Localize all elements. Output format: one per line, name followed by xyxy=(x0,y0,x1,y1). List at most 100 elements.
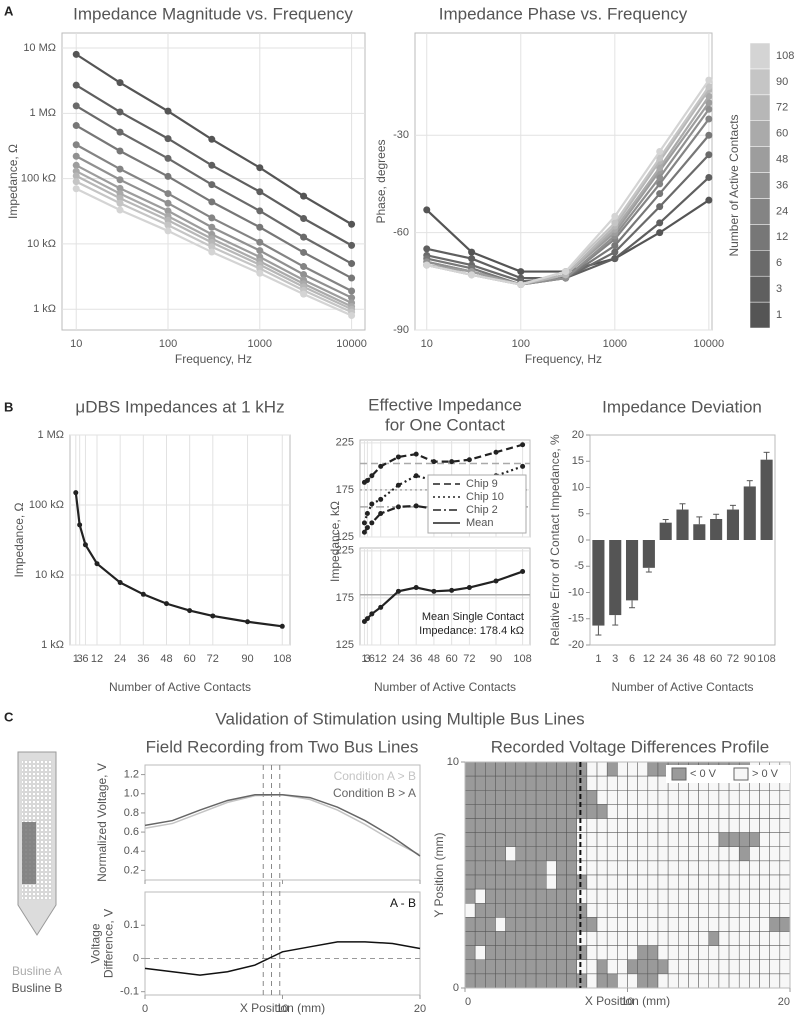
heatmap-cell xyxy=(627,804,638,819)
chart-title: Recorded Voltage Differences Profile xyxy=(491,737,769,756)
heatmap-cell xyxy=(606,860,618,876)
heatmap-cell xyxy=(627,860,638,876)
heatmap-cell xyxy=(556,931,567,946)
data-point xyxy=(423,261,431,269)
heatmap-cell xyxy=(505,917,517,932)
heatmap-cell xyxy=(606,903,618,918)
bar xyxy=(609,540,622,616)
heatmap-cell xyxy=(769,860,781,876)
heatmap-cell xyxy=(667,917,679,932)
data-point xyxy=(413,451,419,457)
data-point xyxy=(656,173,664,181)
heatmap-cell xyxy=(566,846,577,862)
heatmap-cell xyxy=(606,775,618,791)
y-axis-label: Voltage xyxy=(89,923,103,963)
heatmap-cell xyxy=(474,917,486,932)
data-point xyxy=(378,510,384,516)
x-tick-label: 60 xyxy=(184,653,196,665)
heatmap-cell xyxy=(708,860,720,876)
x-tick-label: 1 xyxy=(361,653,367,665)
heatmap-cell xyxy=(698,818,709,833)
heatmap-cell xyxy=(708,846,720,862)
legend-label: > 0 V xyxy=(752,768,779,780)
x-tick-label: 1000 xyxy=(248,338,272,350)
heatmap-cell xyxy=(495,903,506,918)
busline-label: Busline B xyxy=(12,981,63,995)
data-point xyxy=(163,601,169,607)
data-point xyxy=(116,165,124,173)
heatmap-cell xyxy=(617,959,628,975)
heatmap-cell xyxy=(647,846,659,862)
bar xyxy=(760,459,773,540)
heatmap-cell xyxy=(627,818,638,833)
x-tick-label: 108 xyxy=(273,653,291,665)
heatmap-cell xyxy=(688,804,699,819)
heatmap-cell xyxy=(596,761,608,777)
heatmap-cell xyxy=(779,846,791,862)
heatmap-cell xyxy=(525,804,537,819)
heatmap-cell xyxy=(698,959,709,975)
heatmap-cell xyxy=(749,874,760,890)
y-tick-label: 10 kΩ xyxy=(27,238,56,250)
data-point xyxy=(705,92,713,100)
heatmap-cell xyxy=(566,973,577,989)
heatmap-cell xyxy=(485,973,496,989)
heatmap-cell xyxy=(525,860,537,876)
chart-title: Impedance Phase vs. Frequency xyxy=(439,4,688,23)
heatmap-cell xyxy=(596,888,608,904)
bar xyxy=(710,519,723,540)
y-tick-label: 100 kΩ xyxy=(29,499,64,511)
heatmap-cell xyxy=(667,818,679,833)
heatmap-cell xyxy=(779,804,791,819)
data-point xyxy=(210,613,216,619)
data-point xyxy=(611,219,619,227)
heatmap-cell xyxy=(617,931,628,946)
data-point xyxy=(520,442,526,448)
heatmap-cell xyxy=(769,973,781,989)
heatmap-cell xyxy=(525,818,537,833)
x-axis-label: Number of Active Contacts xyxy=(374,680,516,694)
heatmap-cell xyxy=(759,804,770,819)
x-axis-label: Frequency, Hz xyxy=(175,352,252,366)
x-tick-label: 108 xyxy=(513,653,531,665)
data-point xyxy=(656,203,664,211)
heatmap-cell xyxy=(617,846,628,862)
heatmap-cell xyxy=(728,832,740,847)
heatmap-cell xyxy=(617,818,628,833)
heatmap-cell xyxy=(485,846,496,862)
heatmap-cell xyxy=(566,790,577,805)
heatmap-cell xyxy=(464,775,476,791)
heatmap-cell xyxy=(728,804,740,819)
heatmap-cell xyxy=(637,846,649,862)
heatmap-cell xyxy=(566,931,577,946)
data-point xyxy=(468,255,476,263)
heatmap-cell xyxy=(657,931,669,946)
heatmap-cell xyxy=(667,931,679,946)
y-tick-label: 0 xyxy=(453,982,459,994)
heatmap-cell xyxy=(464,874,476,890)
legend-swatch xyxy=(749,172,771,199)
heatmap-cell xyxy=(647,959,659,975)
heatmap-cell xyxy=(728,874,740,890)
heatmap-cell xyxy=(556,790,567,805)
data-point xyxy=(72,161,80,169)
x-tick-label: 10 xyxy=(70,338,82,350)
y-tick-label: 1 kΩ xyxy=(41,639,64,651)
y-tick-label: -60 xyxy=(393,227,409,239)
heatmap-cell xyxy=(464,804,476,819)
heatmap-cell xyxy=(708,973,720,989)
heatmap-cell xyxy=(525,888,537,904)
x-tick-label: 10 xyxy=(276,1003,288,1015)
heatmap-cell xyxy=(474,959,486,975)
data-point xyxy=(348,260,356,268)
annotation: Impedance: 178.4 kΩ xyxy=(419,625,524,637)
heatmap-cell xyxy=(515,860,527,876)
heatmap-cell xyxy=(556,903,567,918)
heatmap-cell xyxy=(515,832,527,847)
heatmap-cell xyxy=(657,917,669,932)
heatmap-cell xyxy=(749,804,760,819)
heatmap-cell xyxy=(637,903,649,918)
heatmap-cell xyxy=(596,860,608,876)
data-point xyxy=(413,503,419,509)
heatmap-cell xyxy=(566,832,577,847)
